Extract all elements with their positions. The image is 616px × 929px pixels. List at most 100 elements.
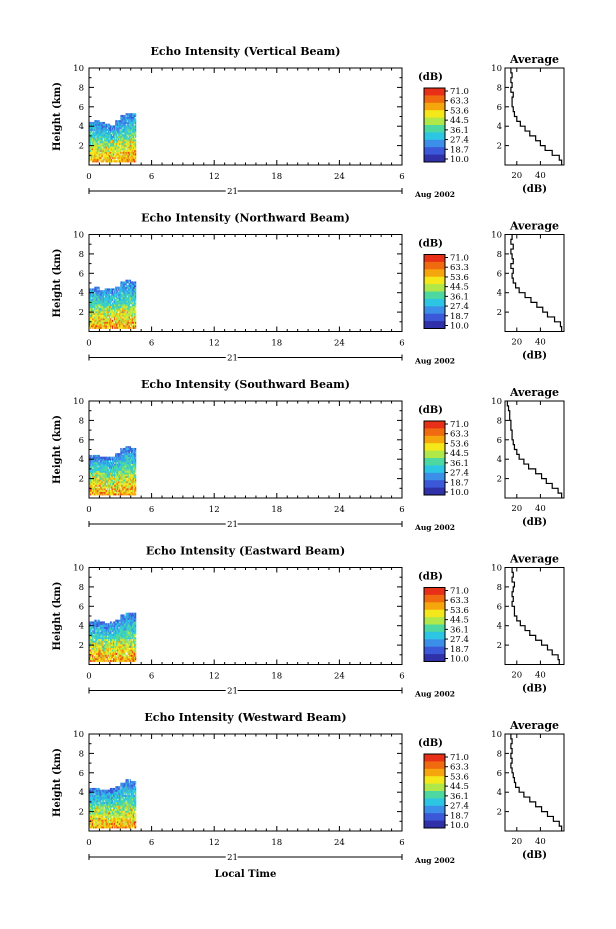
heatmap-cell [109, 630, 112, 633]
heatmap-cell [132, 489, 135, 492]
heatmap-cell [115, 472, 117, 475]
heatmap-cell [107, 326, 110, 329]
heatmap-cell [106, 467, 109, 470]
heatmap-cell [133, 633, 136, 636]
heatmap-cell [130, 479, 133, 482]
heatmap-cell [90, 803, 92, 806]
heatmap-cell [96, 291, 98, 294]
heatmap-cell [110, 644, 113, 647]
heatmap-cell [122, 316, 124, 319]
heatmap-cell [125, 286, 127, 289]
heatmap-cell [100, 127, 102, 130]
heatmap-cell [125, 635, 127, 638]
heatmap-cell [123, 659, 125, 662]
heatmap-cell [128, 624, 130, 627]
heatmap-cell [116, 307, 118, 310]
heatmap-cell [94, 822, 96, 825]
heatmap-cell [107, 637, 110, 640]
heatmap-cell [106, 312, 109, 315]
heatmap-cell [126, 139, 128, 142]
heatmap-cell [119, 623, 121, 626]
heatmap-cell [103, 630, 105, 633]
heatmap-cell [98, 155, 100, 158]
heatmap-cell [91, 651, 93, 654]
heatmap-cell [130, 481, 133, 484]
heatmap-cell [129, 619, 132, 622]
heatmap-cell [90, 812, 92, 815]
date-label: Aug 2002 [414, 357, 455, 366]
heatmap-cell [110, 456, 113, 459]
heatmap-cell [132, 472, 135, 475]
heatmap-cell [111, 312, 114, 315]
heatmap-cell [121, 472, 123, 475]
heatmap-cell [118, 160, 120, 163]
heatmap-cell [99, 644, 101, 647]
heatmap-cell [94, 314, 96, 317]
heatmap-cell [96, 637, 98, 640]
heatmap-cell [97, 314, 99, 317]
heatmap-cell [106, 649, 109, 652]
heatmap-cell [127, 281, 129, 284]
panel-title: Echo Intensity (Vertical Beam) [150, 45, 340, 58]
heatmap-cell [100, 621, 102, 624]
heatmap-cell [115, 304, 117, 307]
heatmap-cell [132, 151, 135, 154]
heatmap-cell [93, 290, 95, 293]
heatmap-cell [115, 456, 117, 459]
heatmap-cell [98, 139, 100, 142]
heatmap-cell [101, 493, 103, 496]
heatmap-cell [95, 290, 97, 293]
heatmap-cell [127, 454, 129, 457]
heatmap-cell [91, 156, 93, 159]
heatmap-cell [94, 640, 96, 643]
heatmap-cell [109, 304, 112, 307]
heatmap-cell [132, 293, 135, 296]
heatmap-cell [123, 139, 125, 142]
heatmap-cell [120, 295, 122, 298]
heatmap-cell [101, 142, 103, 145]
heatmap-cell [90, 826, 92, 829]
heatmap-cell [113, 640, 115, 643]
heatmap-cell [131, 644, 134, 647]
heatmap-cell [120, 307, 122, 310]
heatmap-cell [96, 307, 98, 310]
x-tick-label: 24 [334, 505, 345, 515]
heatmap-cell [133, 619, 136, 622]
heatmap-cell [129, 488, 132, 491]
heatmap-cell [89, 798, 91, 801]
heatmap-cell [92, 312, 94, 315]
heatmap-cell [133, 316, 136, 319]
heatmap-cell [95, 631, 97, 634]
heatmap-cell [102, 475, 104, 478]
heatmap-cell [94, 798, 96, 801]
heatmap-cell [122, 298, 124, 301]
heatmap-cell [122, 123, 124, 126]
heatmap-cell [128, 467, 130, 470]
heatmap-cell [120, 298, 122, 301]
heatmap-cell [89, 805, 91, 808]
heatmap-cell [129, 626, 132, 629]
heatmap-cell [92, 659, 94, 662]
heatmap-cell [132, 614, 135, 617]
heatmap-cell [128, 304, 130, 307]
heatmap-cell [100, 475, 102, 478]
heatmap-cell [106, 142, 109, 145]
heatmap-cell [96, 465, 98, 468]
heatmap-cell [115, 134, 117, 137]
heatmap-cell [96, 304, 98, 307]
heatmap-cell [129, 113, 132, 116]
heatmap-cell [133, 472, 136, 475]
heatmap-cell [104, 123, 106, 126]
heatmap-cell [104, 460, 106, 463]
heatmap-cell [130, 134, 133, 137]
heatmap-cell [129, 647, 132, 650]
heatmap-cell [111, 482, 114, 485]
heatmap-cell [99, 468, 101, 471]
heatmap-cell [127, 160, 129, 163]
heatmap-cell [126, 659, 128, 662]
heatmap-cell [126, 290, 128, 293]
heatmap-cell [93, 123, 95, 126]
heatmap-cell [94, 139, 96, 142]
heatmap-cell [94, 493, 96, 496]
heatmap-cell [123, 325, 125, 328]
